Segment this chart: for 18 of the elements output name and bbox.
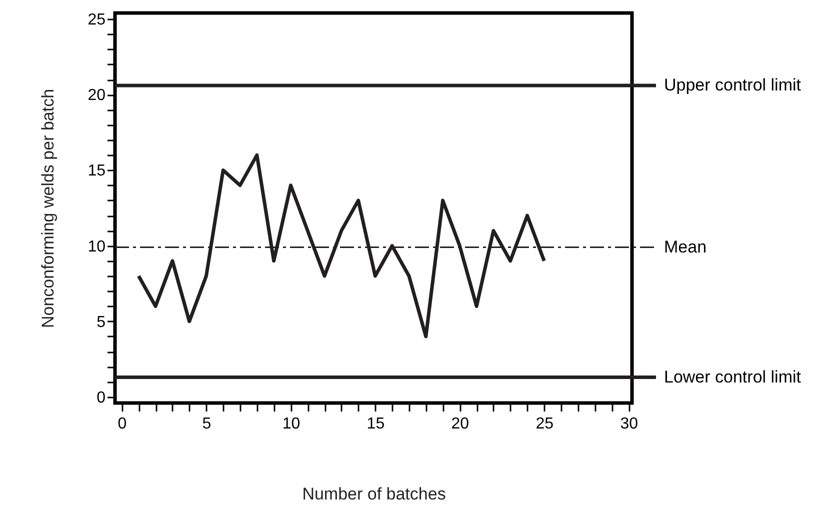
y-tick-label: 20: [88, 87, 106, 104]
x-tick-label: 5: [202, 416, 212, 432]
x-tick-label: 25: [536, 416, 554, 432]
ref-line-label: Lower control limit: [664, 367, 802, 386]
y-tick-label: 15: [88, 162, 106, 180]
ref-line-label: Upper control limit: [664, 76, 802, 95]
y-tick-label: 5: [96, 314, 106, 331]
x-tick-label: 20: [451, 416, 470, 432]
x-tick-label: 10: [282, 416, 300, 432]
y-tick-label: 0: [96, 389, 106, 406]
x-tick-label: 30: [620, 416, 638, 432]
y-tick-label: 25: [88, 12, 106, 29]
x-tick-label: 0: [118, 416, 127, 432]
x-tick-label: 15: [366, 416, 385, 432]
y-axis-title: Nonconforming welds per batch: [38, 88, 58, 328]
x-axis-title: Number of batches: [302, 484, 446, 504]
ref-line-label: Mean: [664, 237, 707, 256]
y-tick-label: 10: [88, 238, 106, 256]
